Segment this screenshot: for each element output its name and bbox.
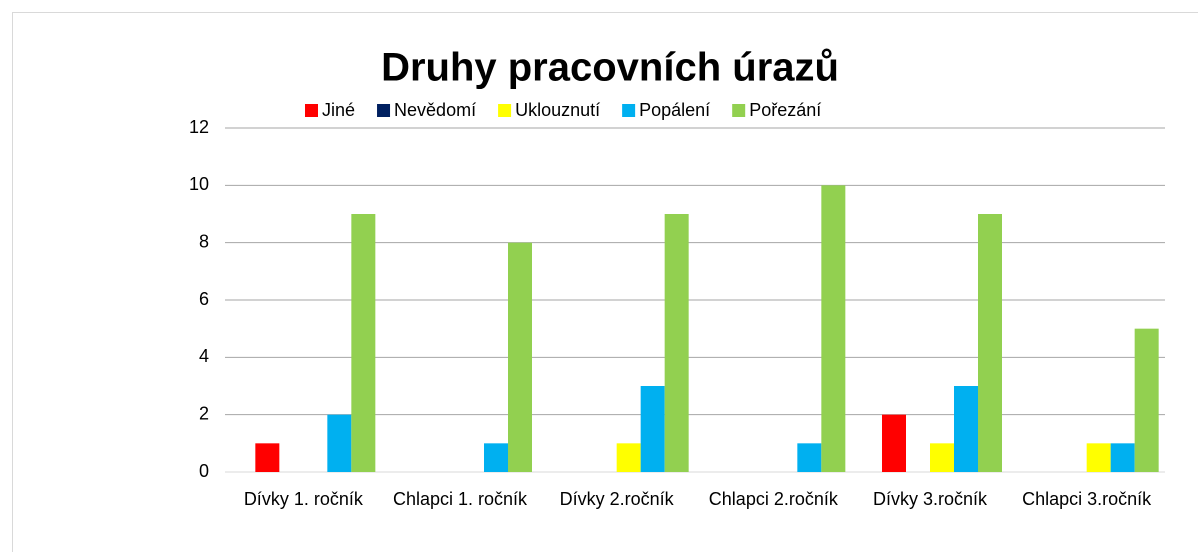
legend-swatch	[377, 104, 391, 117]
legend-label: Jiné	[322, 100, 355, 120]
legend-swatch	[498, 104, 512, 117]
bar	[484, 443, 508, 472]
bar	[797, 443, 822, 472]
bar	[508, 242, 532, 472]
bar	[930, 443, 954, 472]
y-tick-label: 6	[199, 289, 209, 309]
legend-swatch	[622, 104, 636, 117]
y-tick-label: 12	[189, 117, 209, 137]
y-tick-label: 8	[199, 231, 209, 251]
legend-label: Pořezání	[749, 100, 821, 120]
bar	[640, 386, 665, 472]
y-tick-label: 10	[189, 174, 209, 194]
y-tick-label: 4	[199, 346, 209, 366]
x-tick-label: Chlapci 1. ročník	[392, 489, 528, 509]
y-tick-label: 2	[199, 403, 209, 423]
bar	[1110, 443, 1135, 472]
chart-border	[12, 12, 1198, 552]
bar	[351, 214, 376, 472]
x-tick-label: Dívky 3.ročník	[872, 489, 988, 509]
x-tick-label: Chlapci 3.ročník	[1022, 489, 1152, 509]
chart-title: Druhy pracovních úrazů	[381, 46, 839, 90]
bar	[954, 386, 978, 472]
legend-label: Uklouznutí	[515, 100, 600, 120]
bar	[327, 414, 352, 472]
bar	[616, 443, 641, 472]
x-tick-label: Dívky 1. ročník	[243, 489, 363, 509]
bar	[664, 214, 689, 472]
x-tick-label: Chlapci 2.ročník	[708, 489, 838, 509]
x-tick-label: Dívky 2.ročník	[559, 489, 674, 509]
legend-label: Popálení	[639, 100, 710, 120]
bar	[882, 414, 906, 472]
bar	[255, 443, 280, 472]
bar	[978, 214, 1002, 472]
legend-label: Nevědomí	[394, 100, 476, 120]
legend-swatch	[305, 104, 318, 117]
y-tick-label: 0	[199, 461, 209, 481]
bar	[1086, 443, 1111, 472]
bar	[821, 185, 846, 473]
legend-swatch	[732, 104, 746, 117]
bar	[1134, 328, 1159, 472]
